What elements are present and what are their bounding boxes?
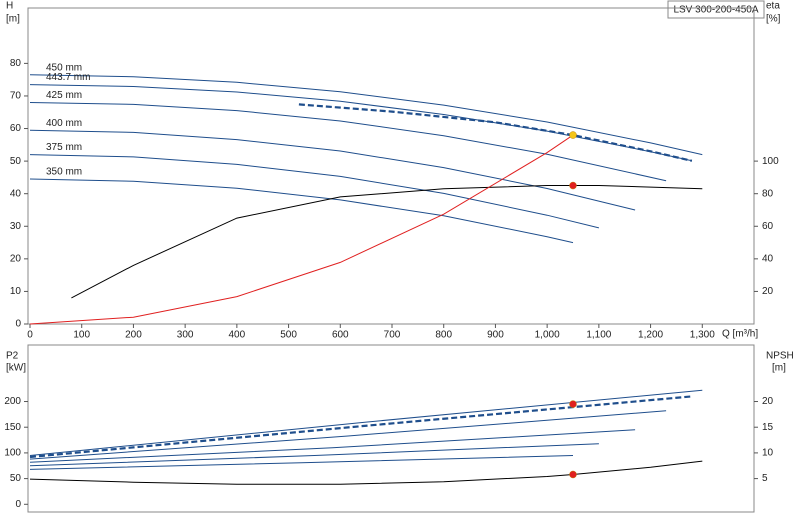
y2-unit: [%] [766,14,781,25]
x-tick-label: 700 [384,330,401,341]
y-tick-label: 200 [4,396,21,407]
y-tick-label: 30 [10,221,22,232]
chart-title: LSV 300-200-450A [673,5,758,16]
y2-tick-label: 20 [762,396,774,407]
y-tick-label: 40 [10,188,22,199]
y-label: H [6,1,13,12]
x-tick-label: 200 [125,330,142,341]
curve [29,410,667,460]
y-tick-label: 70 [10,91,22,102]
curve [29,178,574,244]
y-tick-label: 60 [10,123,22,134]
y-tick-label: 100 [4,448,21,459]
y-tick-label: 10 [10,286,22,297]
curve [29,455,574,470]
x-tick-label: 1,300 [690,330,715,341]
duty-point [569,131,577,139]
title-box [667,0,765,19]
y2-tick-label: 100 [762,156,779,167]
duty-point [569,400,577,408]
x-tick-label: 400 [229,330,246,341]
curve [29,102,667,182]
y-label: P2 [6,351,19,362]
curve [29,395,692,459]
y2-label: NPSH [766,351,794,362]
curve [29,84,693,162]
x-tick-label: 500 [280,330,297,341]
y2-unit: [m] [772,363,786,374]
curve [29,74,703,156]
curve-label: 450 mm [46,62,82,73]
y2-tick-label: 5 [762,473,768,484]
curve-label: 443.7 mm [46,72,90,83]
x-tick-label: 0 [27,330,33,341]
duty-point [569,181,577,190]
x-tick-label: 1,200 [638,330,663,341]
curve [29,154,600,229]
curve [29,443,599,467]
duty-point [569,470,577,479]
y-tick-label: 0 [15,319,21,330]
y-tick-label: 50 [10,473,22,484]
y2-tick-label: 60 [762,221,774,232]
x-tick-label: 600 [332,330,349,341]
curve [298,103,693,162]
curve [29,460,703,485]
x-tick-label: 1,100 [586,330,611,341]
x-tick-label: 100 [73,330,90,341]
x-tick-label: 900 [487,330,504,341]
curve [71,185,703,299]
curve [29,129,636,211]
y2-tick-label: 10 [762,448,774,459]
y-tick-label: 50 [10,156,22,167]
y-tick-label: 150 [4,422,21,433]
x-tick-label: 1,000 [535,330,560,341]
x-tick-label: 800 [435,330,452,341]
curve-label: 350 mm [46,167,82,178]
curve-label: 375 mm [46,142,82,153]
y-tick-label: 20 [10,253,22,264]
curve [29,389,703,456]
curve-label: 400 mm [46,118,82,129]
x-label: Q [m³/h] [722,329,758,340]
y-unit: [kW] [6,363,26,374]
y2-tick-label: 20 [762,286,774,297]
plot-frame [27,344,755,513]
y-tick-label: 80 [10,58,22,69]
y2-tick-label: 40 [762,253,774,264]
plot-frame [27,7,755,325]
curve-label: 425 mm [46,90,82,101]
y-unit: [m] [6,14,20,25]
y-tick-label: 0 [15,499,21,510]
curve [29,429,636,463]
curve [29,134,574,325]
x-tick-label: 300 [177,330,194,341]
y2-label: eta [766,1,780,12]
y2-tick-label: 80 [762,188,774,199]
y2-tick-label: 15 [762,422,774,433]
